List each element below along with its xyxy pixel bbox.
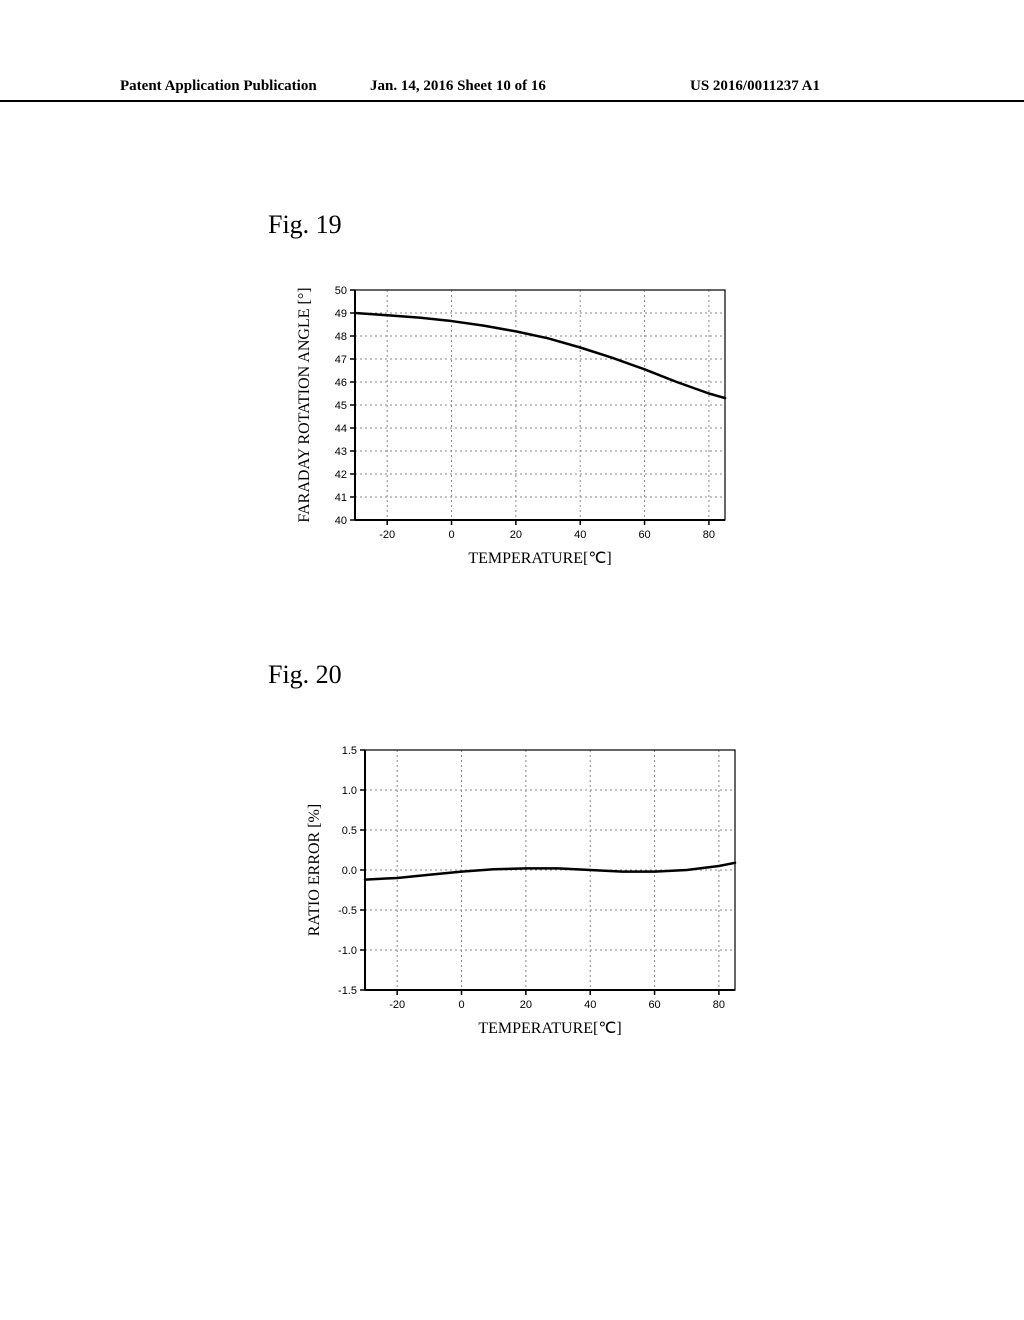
xtick-label: -20 bbox=[389, 999, 405, 1011]
x-axis-label: TEMPERATURE[℃] bbox=[478, 1018, 621, 1038]
y-axis-label: RATIO ERROR [%] bbox=[306, 804, 324, 936]
figure-19-label: Fig. 19 bbox=[268, 210, 342, 240]
xtick-label: 0 bbox=[448, 529, 454, 541]
data-line bbox=[365, 863, 735, 880]
ytick-label: 49 bbox=[335, 308, 347, 320]
ytick-label: 46 bbox=[335, 377, 347, 389]
chart-svg: -20 0 20 40 60 80 40 41 42 43 44 45 46 47 48 49 50 bbox=[300, 280, 735, 565]
xtick-label: 40 bbox=[584, 999, 596, 1011]
y-axis-label: FARADAY ROTATION ANGLE [°] bbox=[296, 287, 314, 522]
ytick-label: 43 bbox=[335, 446, 347, 458]
figure-19-chart: -200204060804041424344454647484950FARADA… bbox=[300, 280, 735, 565]
ytick-label: 41 bbox=[335, 492, 347, 504]
ytick-label: 47 bbox=[335, 354, 347, 366]
figure-20-label: Fig. 20 bbox=[268, 660, 342, 690]
chart-svg: -20 0 20 40 60 80 -1.5 -1.0 -0.5 0.0 0.5 1.0 1.5 bbox=[310, 740, 745, 1035]
xtick-label: -20 bbox=[379, 529, 395, 541]
ytick-label: 48 bbox=[335, 331, 347, 343]
ytick-label: 0.5 bbox=[342, 825, 357, 837]
page-header: Patent Application Publication Jan. 14, … bbox=[0, 78, 1024, 102]
x-axis-label: TEMPERATURE[℃] bbox=[468, 548, 611, 568]
ytick-label: 1.5 bbox=[342, 745, 357, 757]
header-mid: Jan. 14, 2016 Sheet 10 of 16 bbox=[370, 78, 546, 95]
xtick-label: 0 bbox=[458, 999, 464, 1011]
ytick-label: -1.0 bbox=[338, 945, 357, 957]
ytick-label: 50 bbox=[335, 285, 347, 297]
xtick-label: 80 bbox=[713, 999, 725, 1011]
xtick-label: 80 bbox=[703, 529, 715, 541]
xtick-label: 60 bbox=[648, 999, 660, 1011]
header-right: US 2016/0011237 A1 bbox=[690, 78, 820, 95]
xtick-label: 60 bbox=[638, 529, 650, 541]
ytick-label: 45 bbox=[335, 400, 347, 412]
ytick-label: -1.5 bbox=[338, 985, 357, 997]
xtick-label: 20 bbox=[510, 529, 522, 541]
ytick-label: 44 bbox=[335, 423, 347, 435]
ytick-label: 1.0 bbox=[342, 785, 357, 797]
header-left: Patent Application Publication bbox=[120, 78, 317, 95]
data-line bbox=[355, 313, 725, 398]
ytick-label: -0.5 bbox=[338, 905, 357, 917]
ytick-label: 40 bbox=[335, 515, 347, 527]
ytick-label: 42 bbox=[335, 469, 347, 481]
xtick-label: 40 bbox=[574, 529, 586, 541]
xtick-label: 20 bbox=[520, 999, 532, 1011]
ytick-label: 0.0 bbox=[342, 865, 357, 877]
figure-20-chart: -20020406080-1.5-1.0-0.50.00.51.01.5RATI… bbox=[310, 740, 745, 1035]
